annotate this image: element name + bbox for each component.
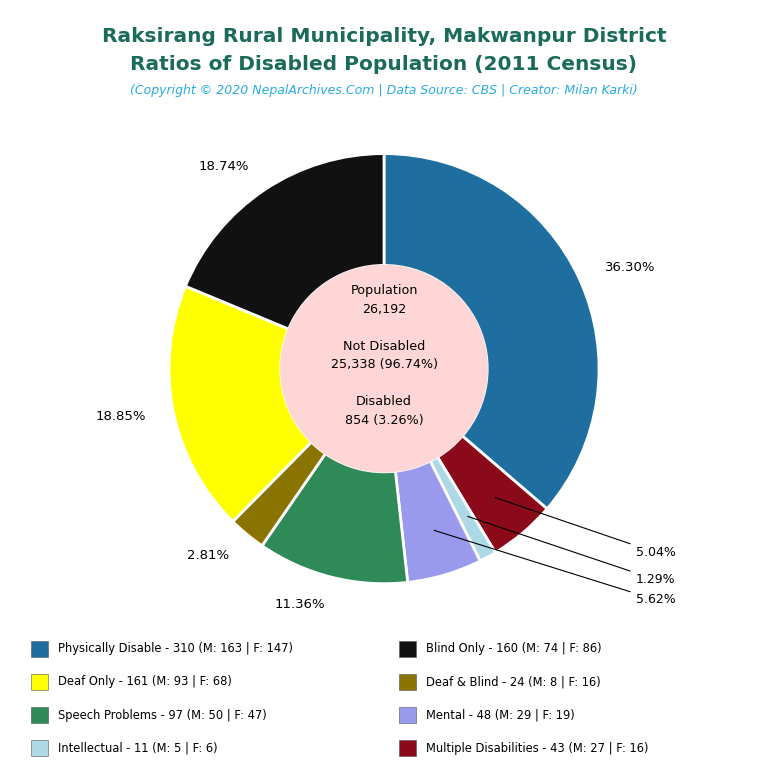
Wedge shape (169, 286, 311, 521)
Wedge shape (384, 154, 599, 509)
Wedge shape (438, 436, 547, 553)
Text: 1.29%: 1.29% (468, 516, 675, 586)
Text: Intellectual - 11 (M: 5 | F: 6): Intellectual - 11 (M: 5 | F: 6) (58, 742, 217, 754)
Wedge shape (430, 457, 495, 561)
Text: 5.62%: 5.62% (434, 531, 675, 606)
Text: 2.81%: 2.81% (187, 549, 229, 562)
Wedge shape (396, 461, 480, 582)
Text: Deaf Only - 161 (M: 93 | F: 68): Deaf Only - 161 (M: 93 | F: 68) (58, 676, 231, 688)
Text: Speech Problems - 97 (M: 50 | F: 47): Speech Problems - 97 (M: 50 | F: 47) (58, 709, 266, 721)
Text: Raksirang Rural Municipality, Makwanpur District: Raksirang Rural Municipality, Makwanpur … (101, 27, 667, 46)
Text: Multiple Disabilities - 43 (M: 27 | F: 16): Multiple Disabilities - 43 (M: 27 | F: 1… (426, 742, 649, 754)
Text: 5.04%: 5.04% (495, 498, 676, 559)
Wedge shape (185, 154, 384, 329)
Circle shape (281, 266, 487, 472)
Text: 36.30%: 36.30% (605, 261, 655, 273)
Text: Blind Only - 160 (M: 74 | F: 86): Blind Only - 160 (M: 74 | F: 86) (426, 643, 602, 655)
Text: Deaf & Blind - 24 (M: 8 | F: 16): Deaf & Blind - 24 (M: 8 | F: 16) (426, 676, 601, 688)
Wedge shape (262, 454, 408, 584)
Text: 18.74%: 18.74% (199, 160, 249, 173)
Text: Ratios of Disabled Population (2011 Census): Ratios of Disabled Population (2011 Cens… (131, 55, 637, 74)
Wedge shape (233, 442, 326, 546)
Text: Physically Disable - 310 (M: 163 | F: 147): Physically Disable - 310 (M: 163 | F: 14… (58, 643, 293, 655)
Text: 18.85%: 18.85% (95, 410, 146, 423)
Text: Mental - 48 (M: 29 | F: 19): Mental - 48 (M: 29 | F: 19) (426, 709, 575, 721)
Text: 11.36%: 11.36% (274, 598, 325, 611)
Text: Population
26,192

Not Disabled
25,338 (96.74%)

Disabled
854 (3.26%): Population 26,192 Not Disabled 25,338 (9… (330, 284, 438, 427)
Text: (Copyright © 2020 NepalArchives.Com | Data Source: CBS | Creator: Milan Karki): (Copyright © 2020 NepalArchives.Com | Da… (130, 84, 638, 97)
